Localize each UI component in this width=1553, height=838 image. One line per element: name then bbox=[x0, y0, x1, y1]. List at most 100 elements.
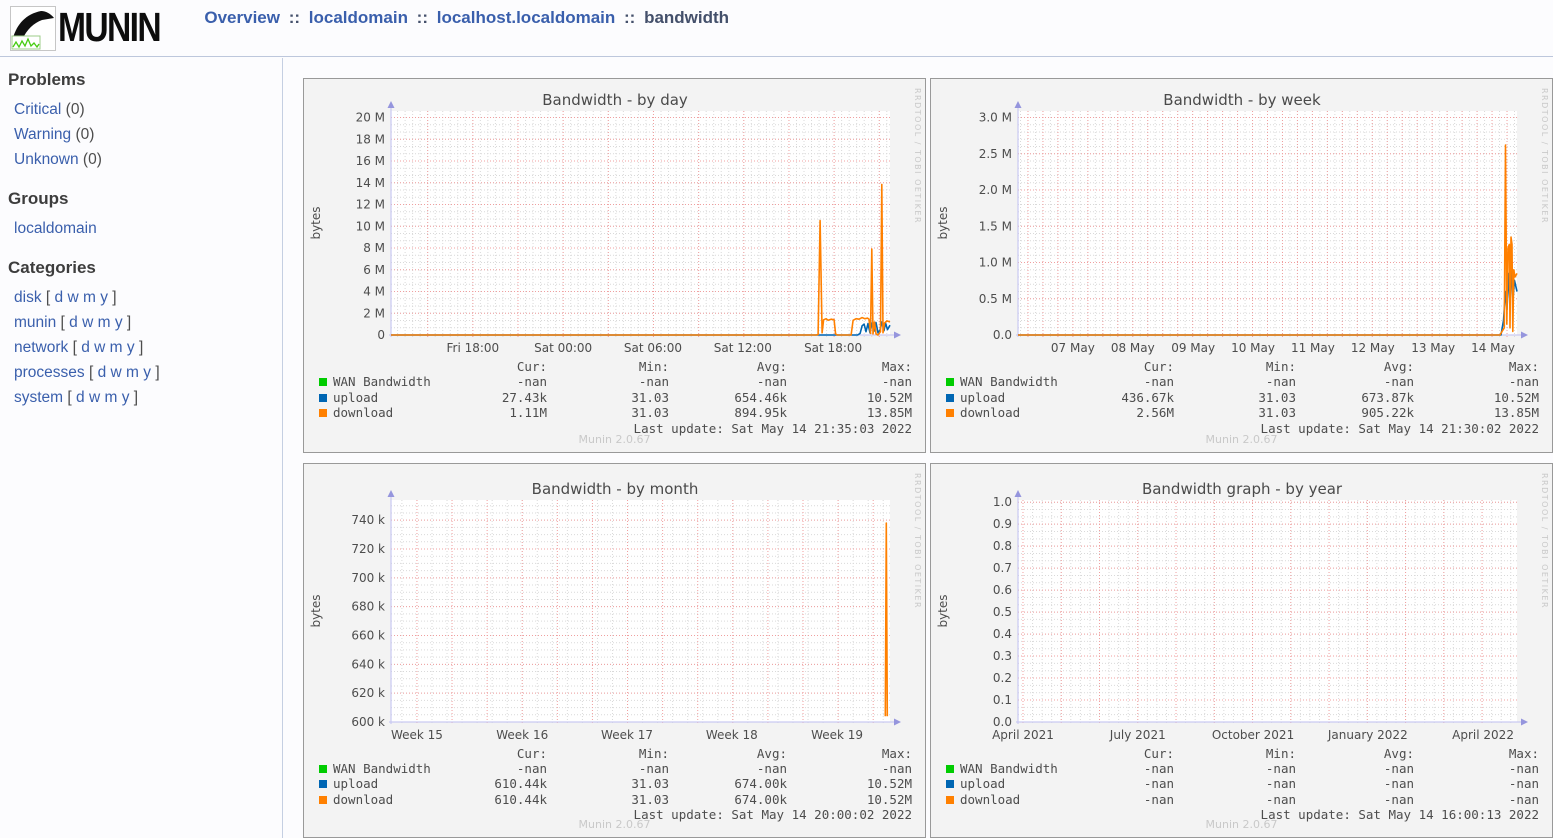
sidebar-link-Warning[interactable]: Warning bbox=[14, 126, 72, 143]
legend-value: 610.44k bbox=[494, 791, 547, 807]
sidebar-item-system: system [ d w m y ] bbox=[8, 385, 282, 410]
munin-logo[interactable]: MUNIN bbox=[10, 4, 182, 54]
legend-col-header: Avg: bbox=[1383, 359, 1414, 374]
bracket-open: [ bbox=[68, 339, 82, 356]
legend-value: 610.44k bbox=[494, 776, 547, 792]
sidebar-section-title: Categories bbox=[8, 258, 96, 277]
period-link-network-m[interactable]: m bbox=[109, 339, 123, 356]
legend-table: Cur: Min: Avg: Max: WAN Bandwidth -nan -nan -na… bbox=[946, 746, 1539, 808]
legend-swatch bbox=[319, 409, 327, 418]
svg-text:16 M: 16 M bbox=[356, 154, 385, 168]
period-link-processes-y[interactable]: y bbox=[143, 364, 152, 381]
sidebar-link-localdomain[interactable]: localdomain bbox=[14, 220, 97, 237]
period-link-munin-d[interactable]: d bbox=[69, 314, 78, 331]
chart-legend-week: Cur: Min: Avg: Max: WAN Bandwidth -nan -nan -na… bbox=[946, 359, 1539, 436]
chart-panel-week[interactable]: Bandwidth - by week bytes 0.0 0.5 M 1.0 M 1.5… bbox=[930, 78, 1553, 453]
series-download bbox=[884, 521, 889, 716]
svg-text:Bandwidth - by month: Bandwidth - by month bbox=[532, 480, 699, 498]
sidebar: Problems Critical (0) Warning (0) Unknown (… bbox=[0, 58, 283, 838]
period-link-munin-m[interactable]: m bbox=[97, 314, 111, 331]
munin-bird-logo-icon bbox=[10, 6, 56, 51]
breadcrumb-current: bandwidth bbox=[644, 8, 730, 27]
last-update-label: Last update: Sat May 14 16:00:13 2022 bbox=[1260, 807, 1539, 823]
legend-value: -nan bbox=[1265, 760, 1296, 776]
legend-value: -nan bbox=[1265, 776, 1296, 792]
svg-text:1.0 M: 1.0 M bbox=[979, 256, 1012, 270]
last-update-label: Last update: Sat May 14 20:00:02 2022 bbox=[633, 807, 912, 823]
period-link-munin-w[interactable]: w bbox=[82, 314, 94, 331]
legend-value: 31.03 bbox=[631, 405, 669, 421]
legend-value: 654.46k bbox=[734, 389, 787, 405]
period-link-disk-y[interactable]: y bbox=[100, 289, 108, 306]
period-link-network-w[interactable]: w bbox=[94, 339, 106, 356]
legend-col-header: Cur: bbox=[516, 359, 547, 374]
legend-value: 10.52M bbox=[1493, 389, 1539, 405]
period-link-disk-w[interactable]: w bbox=[67, 289, 79, 306]
sidebar-link-Critical[interactable]: Critical bbox=[14, 101, 62, 118]
legend-table: Cur: Min: Avg: Max: WAN Bandwidth -nan -nan -na… bbox=[946, 359, 1539, 421]
legend-col-header: Max: bbox=[881, 745, 912, 761]
sidebar-link-network[interactable]: network bbox=[14, 339, 69, 356]
svg-text:660 k: 660 k bbox=[351, 628, 385, 642]
sidebar-item-count: (0) bbox=[78, 151, 102, 168]
breadcrumb-link-Overview[interactable]: Overview bbox=[204, 8, 280, 27]
chart-panel-day[interactable]: Bandwidth - by day bytes 0 2 M 4 M 6 M 8 M 10 M… bbox=[303, 78, 926, 453]
rrdtool-watermark: RRDTOOL / TOBI OETIKER bbox=[913, 88, 922, 225]
svg-text:April 2021: April 2021 bbox=[992, 728, 1054, 742]
bracket-open: [ bbox=[41, 289, 55, 306]
svg-text:0.1: 0.1 bbox=[993, 693, 1012, 707]
period-link-processes-m[interactable]: m bbox=[126, 364, 139, 381]
legend-value: -nan bbox=[756, 760, 787, 776]
sidebar-link-Unknown[interactable]: Unknown bbox=[14, 151, 79, 168]
svg-text:Week 15: Week 15 bbox=[391, 728, 443, 742]
legend-swatch bbox=[946, 764, 954, 773]
sidebar-link-disk[interactable]: disk bbox=[14, 289, 42, 306]
period-link-network-y[interactable]: y bbox=[126, 339, 135, 356]
period-link-disk-d[interactable]: d bbox=[54, 289, 64, 306]
svg-text:13 May: 13 May bbox=[1411, 341, 1455, 355]
legend-col-header: Cur: bbox=[1143, 359, 1174, 374]
period-link-processes-d[interactable]: d bbox=[97, 364, 107, 381]
legend-value: -nan bbox=[516, 374, 547, 390]
legend-value: 13.85M bbox=[866, 405, 912, 421]
chart-panel-month[interactable]: Bandwidth - by month bytes 600 k 620 k 640 k… bbox=[303, 462, 926, 838]
breadcrumb-link-localhost.localdomain[interactable]: localhost.localdomain bbox=[436, 8, 616, 27]
svg-text:Bandwidth - by week: Bandwidth - by week bbox=[1163, 91, 1321, 109]
breadcrumb-link-localdomain[interactable]: localdomain bbox=[308, 8, 408, 27]
svg-text:2 M: 2 M bbox=[363, 306, 385, 320]
legend-value: -nan bbox=[1383, 760, 1414, 776]
sidebar-item-network: network [ d w m y ] bbox=[8, 335, 282, 360]
legend-value: 31.03 bbox=[631, 776, 669, 792]
legend-value: 436.67k bbox=[1121, 389, 1174, 405]
chart-svg-week: Bandwidth - by week bytes 0.0 0.5 M 1.0 M 1.5… bbox=[936, 91, 1528, 355]
sidebar-link-system[interactable]: system bbox=[14, 389, 64, 406]
bracket-close: ] bbox=[107, 289, 117, 306]
period-link-system-m[interactable]: m bbox=[104, 389, 118, 406]
svg-text:14 M: 14 M bbox=[356, 176, 385, 190]
period-link-processes-w[interactable]: w bbox=[110, 364, 122, 381]
period-link-munin-y[interactable]: y bbox=[114, 314, 123, 331]
period-link-system-d[interactable]: d bbox=[76, 389, 85, 406]
period-link-system-y[interactable]: y bbox=[121, 389, 130, 406]
sidebar-link-processes[interactable]: processes bbox=[14, 364, 85, 381]
svg-text:640 k: 640 k bbox=[351, 657, 385, 671]
charts-grid: Bandwidth - by day bytes 0 2 M 4 M 6 M 8 M 10 M… bbox=[283, 57, 1553, 838]
sidebar-item-count: (0) bbox=[61, 101, 85, 118]
sidebar-link-munin[interactable]: munin bbox=[14, 314, 57, 331]
period-link-disk-m[interactable]: m bbox=[82, 289, 96, 306]
sidebar-item-disk: disk [ d w m y ] bbox=[8, 285, 282, 310]
chart-legend-month: Cur: Min: Avg: Max: WAN Bandwidth -nan -nan -na… bbox=[319, 746, 912, 823]
legend-col-header: Avg: bbox=[756, 745, 787, 761]
legend-value: -nan bbox=[1383, 791, 1414, 807]
period-link-network-d[interactable]: d bbox=[81, 339, 90, 356]
chart-panel-year[interactable]: Bandwidth graph - by year bytes 0.0 0.1 0.2 0… bbox=[930, 462, 1553, 838]
svg-text:Fri 18:00: Fri 18:00 bbox=[446, 341, 499, 355]
legend-value: -nan bbox=[1508, 776, 1539, 792]
legend-swatch bbox=[946, 780, 954, 789]
svg-text:8 M: 8 M bbox=[363, 241, 385, 255]
period-link-system-w[interactable]: w bbox=[88, 389, 101, 406]
legend-value: 27.43k bbox=[501, 389, 547, 405]
svg-text:0.2: 0.2 bbox=[993, 671, 1012, 685]
legend-value: 31.03 bbox=[1258, 389, 1296, 405]
bracket-close: ] bbox=[122, 314, 132, 331]
